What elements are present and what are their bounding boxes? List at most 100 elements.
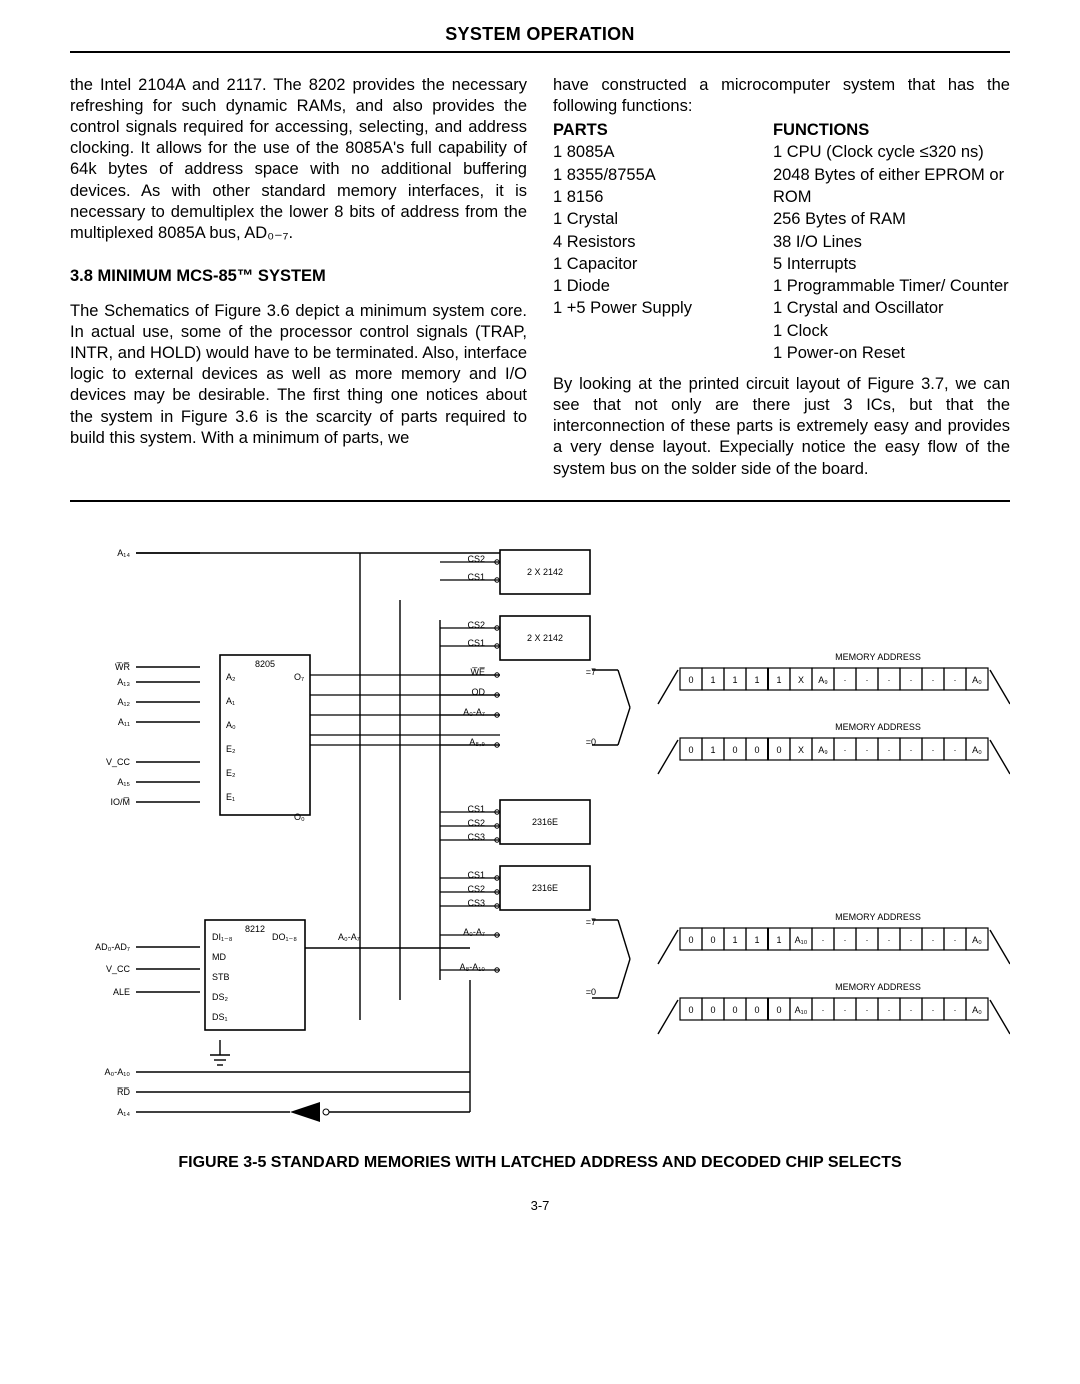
svg-text:A₀-A₇: A₀-A₇ (463, 927, 485, 937)
svg-text:1: 1 (754, 675, 759, 685)
svg-text:·: · (844, 935, 847, 945)
svg-text:MEMORY ADDRESS: MEMORY ADDRESS (835, 982, 921, 992)
svg-text:A₁₀: A₁₀ (795, 935, 808, 945)
svg-text:A₁₄: A₁₄ (117, 548, 130, 558)
parts-functions-table: PARTS 1 8085A1 8355/8755A1 81561 Crystal… (553, 119, 1010, 364)
svg-text:A₀-A₁₀: A₀-A₁₀ (104, 1067, 130, 1077)
parts-item: 1 8156 (553, 186, 755, 208)
functions-item: 1 Crystal and Oscillator (773, 297, 1010, 319)
svg-text:A₀: A₀ (972, 675, 982, 685)
svg-text:=0: =0 (586, 987, 596, 997)
svg-text:·: · (888, 1005, 891, 1015)
svg-text:V_CC: V_CC (106, 964, 131, 974)
svg-text:ALE: ALE (113, 987, 130, 997)
svg-text:E₂: E₂ (226, 744, 236, 754)
svg-text:IO/M̅: IO/M̅ (111, 797, 131, 807)
functions-column: FUNCTIONS 1 CPU (Clock cycle ≤320 ns)204… (773, 119, 1010, 364)
svg-text:·: · (932, 1005, 935, 1015)
parts-item: 1 +5 Power Supply (553, 297, 755, 319)
svg-text:2316E: 2316E (532, 883, 558, 893)
header-rule (70, 51, 1010, 53)
svg-text:R̅D̅: R̅D̅ (117, 1087, 131, 1097)
svg-text:·: · (954, 1005, 957, 1015)
svg-text:A₁₅: A₁₅ (117, 777, 130, 787)
svg-text:2 X 2142: 2 X 2142 (527, 633, 563, 643)
page-header-title: SYSTEM OPERATION (70, 24, 1010, 51)
svg-text:=7: =7 (586, 667, 596, 677)
svg-text:OD: OD (472, 687, 486, 697)
svg-text:·: · (822, 1005, 825, 1015)
svg-text:DI₁₋₈: DI₁₋₈ (212, 932, 233, 942)
svg-text:0: 0 (776, 1005, 781, 1015)
svg-text:=7: =7 (586, 917, 596, 927)
svg-text:0: 0 (732, 1005, 737, 1015)
svg-text:·: · (866, 935, 869, 945)
svg-text:A₉: A₉ (818, 675, 828, 685)
figure-svg: A₁₄W̅R̅A₁₃A₁₂A₁₁V_CCA₁₅IO/M̅AD₀-AD₇V_CCA… (70, 520, 1010, 1140)
svg-text:·: · (910, 745, 913, 755)
functions-list: 1 CPU (Clock cycle ≤320 ns)2048 Bytes of… (773, 141, 1010, 364)
svg-text:1: 1 (710, 745, 715, 755)
svg-text:0: 0 (754, 745, 759, 755)
parts-list: 1 8085A1 8355/8755A1 81561 Crystal4 Resi… (553, 141, 755, 319)
svg-text:A₀-A₇: A₀-A₇ (338, 932, 360, 942)
svg-text:1: 1 (776, 935, 781, 945)
svg-text:·: · (844, 745, 847, 755)
svg-text:DS₂: DS₂ (212, 992, 229, 1002)
svg-text:·: · (910, 1005, 913, 1015)
svg-text:CS2: CS2 (467, 554, 485, 564)
parts-item: 1 8355/8755A (553, 164, 755, 186)
svg-text:X: X (798, 745, 804, 755)
svg-text:A₀: A₀ (972, 1005, 982, 1015)
svg-text:CS2: CS2 (467, 884, 485, 894)
parts-column: PARTS 1 8085A1 8355/8755A1 81561 Crystal… (553, 119, 755, 364)
section-heading-3-8: 3.8 MINIMUM MCS-85™ SYSTEM (70, 266, 527, 287)
parts-item: 1 8085A (553, 141, 755, 163)
svg-text:0: 0 (754, 1005, 759, 1015)
left-para-2: The Schematics of Figure 3.6 depict a mi… (70, 301, 527, 449)
svg-text:CS3: CS3 (467, 898, 485, 908)
figure-3-5: A₁₄W̅R̅A₁₃A₁₂A₁₁V_CCA₁₅IO/M̅AD₀-AD₇V_CCA… (70, 520, 1010, 1140)
svg-text:·: · (888, 745, 891, 755)
right-intro: have constructed a microcomputer system … (553, 75, 1010, 117)
svg-text:CS1: CS1 (467, 572, 485, 582)
svg-text:·: · (910, 675, 913, 685)
svg-text:A₀: A₀ (972, 745, 982, 755)
svg-text:X: X (798, 675, 804, 685)
text-columns: the Intel 2104A and 2117. The 8202 provi… (70, 75, 1010, 480)
svg-text:A₁₂: A₁₂ (117, 697, 130, 707)
svg-text:0: 0 (688, 935, 693, 945)
svg-text:A₀-A₇: A₀-A₇ (463, 707, 485, 717)
figure-caption: FIGURE 3-5 STANDARD MEMORIES WITH LATCHE… (70, 1154, 1010, 1172)
svg-text:MEMORY ADDRESS: MEMORY ADDRESS (835, 912, 921, 922)
svg-text:A₁₀: A₁₀ (795, 1005, 808, 1015)
svg-text:CS1: CS1 (467, 638, 485, 648)
svg-text:0: 0 (688, 1005, 693, 1015)
svg-text:AD₀-AD₇: AD₀-AD₇ (95, 942, 130, 952)
svg-text:1: 1 (776, 675, 781, 685)
parts-item: 1 Crystal (553, 208, 755, 230)
svg-text:1: 1 (710, 675, 715, 685)
svg-text:CS2: CS2 (467, 818, 485, 828)
functions-item: 256 Bytes of RAM (773, 208, 1010, 230)
svg-text:0: 0 (710, 1005, 715, 1015)
svg-text:·: · (866, 745, 869, 755)
svg-text:0: 0 (688, 675, 693, 685)
svg-text:MD: MD (212, 952, 226, 962)
functions-item: 2048 Bytes of either EPROM or ROM (773, 164, 1010, 209)
svg-text:MEMORY ADDRESS: MEMORY ADDRESS (835, 722, 921, 732)
svg-text:A₂: A₂ (226, 672, 236, 682)
parts-item: 1 Diode (553, 275, 755, 297)
svg-text:2316E: 2316E (532, 817, 558, 827)
svg-text:·: · (954, 935, 957, 945)
svg-text:·: · (910, 935, 913, 945)
svg-text:·: · (932, 935, 935, 945)
svg-text:DO₁₋₈: DO₁₋₈ (272, 932, 297, 942)
functions-item: 1 Power-on Reset (773, 342, 1010, 364)
functions-item: 1 Clock (773, 320, 1010, 342)
svg-text:1: 1 (732, 675, 737, 685)
svg-text:O₀: O₀ (294, 812, 305, 822)
svg-text:A₁₁: A₁₁ (118, 717, 130, 727)
svg-text:1: 1 (754, 935, 759, 945)
svg-text:W̅E̅: W̅E̅ (471, 667, 486, 677)
